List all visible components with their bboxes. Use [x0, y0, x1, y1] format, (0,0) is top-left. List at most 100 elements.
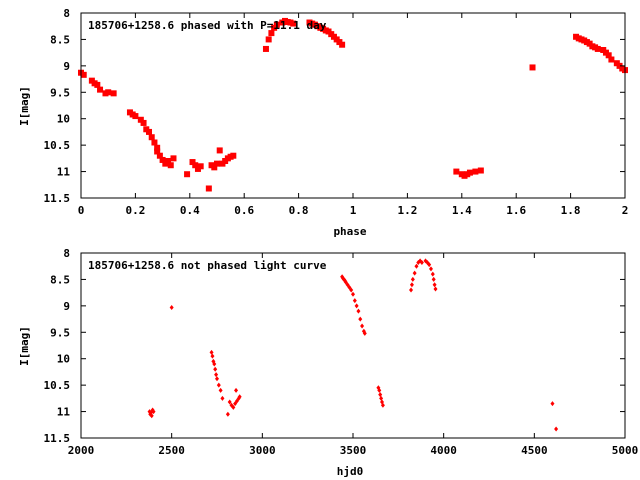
y-tick-label: 8	[63, 7, 70, 20]
y-tick-label: 11	[57, 406, 71, 419]
data-point	[608, 56, 615, 63]
data-point	[362, 330, 367, 336]
data-point	[377, 387, 382, 393]
data-point	[189, 159, 196, 166]
data-point	[432, 282, 437, 288]
data-point	[154, 148, 161, 155]
y-tick-labels: 8 8.5 9 9.5 10 10.5 11 11.5	[44, 7, 71, 205]
data-point	[605, 52, 612, 59]
data-point	[550, 401, 555, 407]
data-point	[97, 86, 104, 93]
x-axis-label: phase	[333, 225, 366, 238]
y-tick-label: 11	[57, 166, 71, 179]
data-point	[339, 41, 346, 48]
x-tick-label: 3500	[340, 444, 367, 457]
data-point	[105, 89, 112, 96]
data-point	[156, 152, 163, 159]
data-point	[216, 147, 223, 154]
data-point	[197, 163, 204, 170]
data-point	[231, 404, 236, 410]
data-point	[216, 382, 221, 388]
data-point	[213, 366, 218, 372]
x-tick-label: 3000	[249, 444, 276, 457]
unphased-light-curve-panel: 2000 2500 3000 3500 4000 4500 5000 8 8.5 9 9.5 10 1…	[18, 247, 638, 478]
data-point	[414, 263, 419, 269]
y-tick-label: 10.5	[44, 139, 71, 152]
data-point	[170, 155, 177, 162]
x-tick-label: 2000	[68, 444, 95, 457]
data-point	[209, 349, 214, 355]
y-tick-label: 9.5	[50, 326, 70, 339]
plot-frame	[80, 12, 626, 199]
data-point	[290, 20, 297, 27]
data-point	[218, 387, 223, 393]
data-point	[140, 119, 147, 126]
data-point	[214, 160, 220, 167]
x-tick-label: 1.2	[397, 204, 417, 217]
data-point	[380, 402, 385, 408]
data-point	[428, 266, 433, 272]
data-point	[379, 395, 384, 401]
x-tick-label: 1.4	[452, 204, 472, 217]
chart-title: 185706+1258.6 not phased light curve	[88, 259, 327, 272]
data-point	[192, 162, 199, 169]
y-axis-label: I[mag]	[18, 326, 31, 366]
data-point	[154, 144, 161, 151]
x-tick-label: 1	[350, 204, 357, 217]
x-tick-label: 4000	[430, 444, 457, 457]
data-point	[356, 308, 361, 314]
data-point	[349, 287, 354, 293]
y-tick-label: 8	[63, 247, 70, 260]
x-tick-label: 1.6	[506, 204, 526, 217]
data-point	[237, 394, 242, 400]
data-point	[477, 167, 484, 174]
data-point	[268, 30, 275, 37]
plot-frame	[80, 252, 626, 439]
data-point	[230, 152, 237, 159]
data-point	[352, 298, 357, 304]
x-tick-label: 0.8	[289, 204, 309, 217]
data-point	[430, 271, 435, 277]
y-tick-label: 11.5	[44, 432, 71, 445]
data-point	[80, 71, 87, 78]
data-point	[214, 372, 219, 378]
data-point	[529, 64, 536, 71]
x-tick-label: 1.8	[561, 204, 581, 217]
y-tick-label: 11.5	[44, 192, 71, 205]
x-tick-labels: 0 0.2 0.4 0.6 0.8 1 1.2 1.4 1.6 1.8 2	[78, 204, 629, 217]
data-point	[466, 169, 473, 176]
phased-data-points	[78, 17, 628, 192]
data-point	[594, 45, 601, 52]
x-tick-label: 0.2	[125, 204, 145, 217]
chart-title: 185706+1258.6 phased with P=11.1 day	[88, 19, 327, 32]
y-tick-label: 10.5	[44, 379, 71, 392]
data-point	[215, 376, 219, 382]
data-point	[262, 45, 269, 52]
data-point	[472, 168, 479, 175]
x-tick-label: 0.4	[180, 204, 200, 217]
data-point	[453, 168, 460, 175]
data-point	[351, 291, 355, 297]
data-point	[273, 21, 280, 28]
data-point	[433, 286, 438, 292]
phased-light-curve-panel: 0 0.2 0.4 0.6 0.8 1 1.2 1.4 1.6 1.8 2 8 8.5 9 9.5 10 10…	[18, 7, 628, 238]
data-point	[210, 353, 215, 359]
data-point	[94, 81, 101, 88]
data-point	[212, 361, 217, 367]
tick-marks	[80, 252, 626, 439]
x-tick-label: 0.6	[234, 204, 254, 217]
data-point	[225, 411, 230, 417]
data-point	[151, 409, 156, 415]
y-tick-label: 8.5	[50, 273, 70, 286]
data-point	[410, 276, 415, 282]
data-point	[409, 287, 414, 293]
x-tick-label: 5000	[612, 444, 639, 457]
data-point	[167, 162, 174, 169]
y-axis-label: I[mag]	[18, 86, 31, 126]
data-point	[378, 392, 383, 398]
data-point	[211, 164, 218, 171]
data-point	[165, 158, 172, 164]
y-tick-label: 9	[63, 60, 70, 73]
y-tick-label: 9.5	[50, 86, 70, 99]
